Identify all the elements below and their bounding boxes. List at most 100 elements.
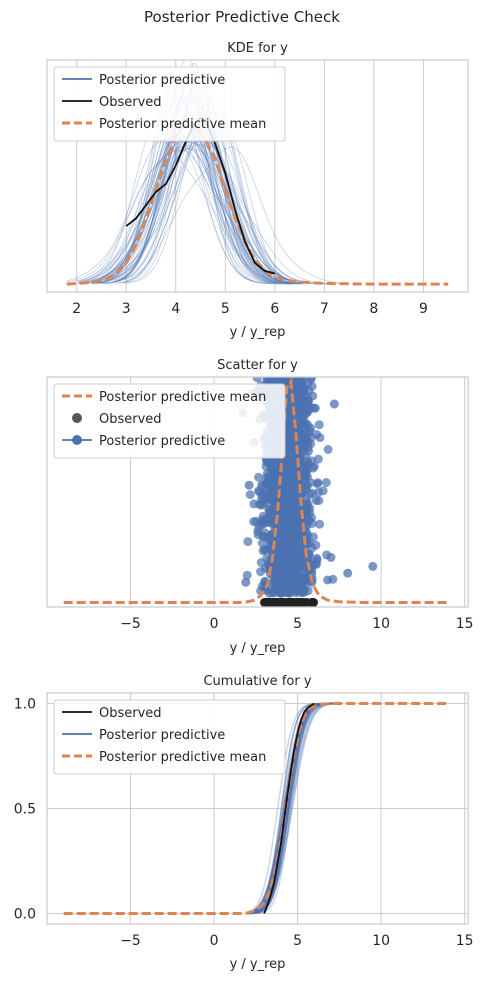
ppc-point — [265, 532, 275, 542]
x-tick-label: 5 — [221, 301, 230, 317]
observed-point — [261, 597, 271, 607]
observed-point — [283, 597, 293, 607]
ppc-point — [300, 389, 310, 399]
legend-marker-posterior-predictive — [72, 435, 82, 445]
ppc-point — [256, 567, 266, 577]
ppc-point — [268, 588, 277, 598]
ppc-point — [253, 527, 263, 536]
ppc-draw-line — [66, 141, 283, 283]
ppc-draw-line — [247, 702, 333, 915]
ppc-draw-line — [104, 124, 296, 284]
axes-frame — [46, 59, 469, 293]
ppc-point — [321, 478, 331, 487]
scatter-panel: −5 0 5 10 15 Scatter for y y / y_rep Posterior … — [46, 358, 474, 656]
y-tick-label: 0.5 — [14, 802, 36, 818]
ppc-draw-line — [66, 149, 285, 283]
ppc-draw-line — [247, 702, 333, 915]
plot-area — [63, 377, 448, 607]
x-tick-label: 15 — [456, 616, 474, 632]
ppc-point — [329, 399, 339, 409]
ppc-point — [282, 580, 292, 590]
ppc-point — [323, 575, 333, 585]
ppc-draw-line — [247, 702, 333, 915]
ppc-point — [288, 503, 298, 513]
y-tick-label: 1.0 — [14, 697, 36, 713]
legend-entry: Posterior predictive — [99, 434, 225, 449]
x-tick-label: 2 — [72, 301, 81, 317]
legend-entry: Observed — [99, 706, 162, 721]
ppc-point — [295, 409, 305, 419]
ppc-point — [286, 454, 296, 464]
ppc-point — [306, 432, 316, 442]
ppc-point — [307, 377, 316, 382]
ppc-point — [343, 568, 353, 578]
ppc-point — [302, 574, 312, 584]
ppc-point — [257, 515, 267, 525]
ppc-point — [257, 490, 267, 500]
ppc-point — [287, 490, 297, 500]
legend-entry: Posterior predictive mean — [99, 750, 266, 765]
x-axis-label: y / y_rep — [230, 325, 286, 340]
ppc-point — [307, 381, 317, 391]
ppc-point — [315, 433, 325, 443]
ppc-point — [244, 480, 254, 490]
ppc-point — [323, 445, 333, 454]
ppc-draw-line — [247, 702, 333, 915]
x-tick-label: −5 — [120, 616, 141, 632]
x-tick-label: 8 — [369, 301, 378, 317]
ppc-draw-line — [247, 702, 333, 915]
legend-entry: Posterior predictive mean — [99, 390, 266, 405]
legend-marker-observed — [72, 413, 82, 423]
panel-title: Cumulative for y — [203, 674, 311, 689]
ppc-point — [314, 420, 324, 430]
ppc-point — [265, 494, 275, 504]
ppc-point — [277, 502, 287, 512]
x-tick-label: −5 — [120, 933, 141, 949]
x-tick-label: 15 — [456, 933, 474, 949]
ppc-point — [301, 481, 311, 491]
ppc-draw-line — [247, 702, 333, 914]
ppc-draw-line — [247, 703, 334, 914]
x-tick-label: 10 — [372, 933, 390, 949]
ppc-draw-line — [247, 703, 334, 914]
kde-panel: 2 3 4 5 6 7 8 9 KDE for y y / y_rep Posterior pred… — [46, 41, 469, 340]
ppc-point — [303, 457, 312, 467]
ppc-draw-line — [106, 139, 328, 285]
ppc-point — [254, 499, 264, 509]
panel-title: Scatter for y — [217, 358, 298, 373]
ppc-point — [311, 559, 321, 569]
ppc-point — [266, 475, 276, 485]
ppc-draw-line — [99, 140, 325, 285]
ppc-draw-line — [247, 702, 333, 914]
ppc-point — [285, 518, 295, 528]
legend-entry: Posterior predictive — [99, 73, 225, 88]
y-tick-label: 0.0 — [14, 907, 36, 923]
x-axis-label: y / y_rep — [230, 641, 286, 656]
x-tick-label: 4 — [171, 301, 180, 317]
x-tick-label: 6 — [270, 301, 279, 317]
x-tick-label: 0 — [210, 616, 219, 632]
panel-title: KDE for y — [227, 41, 288, 56]
ppc-point — [283, 538, 293, 548]
cumulative-panel: −5 0 5 10 15 0.0 0.5 1.0 Cumulative for y y / y_r… — [14, 674, 474, 972]
ppc-point — [294, 578, 304, 588]
ppc-point — [272, 572, 281, 582]
observed-point — [302, 597, 312, 607]
ppc-point — [245, 490, 255, 500]
ppc-draw-line — [247, 702, 334, 914]
legend-entry: Observed — [99, 412, 162, 427]
ppc-point — [293, 587, 303, 597]
ppc-point — [312, 479, 322, 489]
ppc-draw-line — [247, 703, 334, 914]
ppc-point — [252, 377, 262, 383]
ppc-point — [286, 554, 296, 564]
ppc-mean-line — [66, 121, 449, 286]
ppc-point — [278, 588, 288, 597]
ppc-point — [257, 538, 267, 548]
legend-entry: Posterior predictive mean — [99, 117, 266, 132]
ppc-draw-line — [98, 146, 352, 285]
ppc-point — [293, 561, 303, 571]
ppc-point — [280, 531, 290, 541]
x-tick-label: 5 — [293, 616, 302, 632]
